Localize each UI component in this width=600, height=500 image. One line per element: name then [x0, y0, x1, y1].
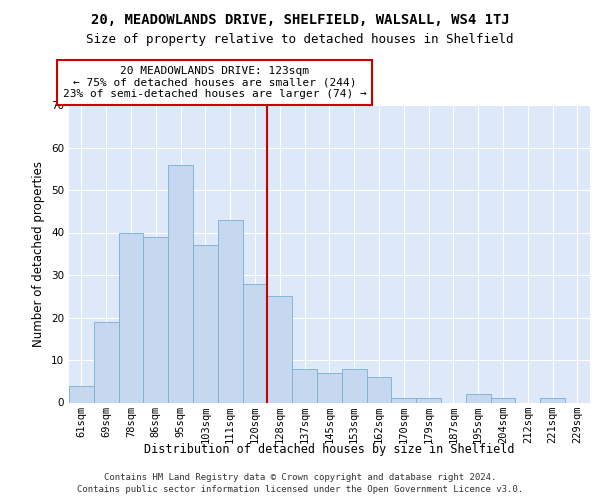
- Bar: [317, 373, 342, 402]
- Bar: [416, 398, 441, 402]
- Bar: [491, 398, 515, 402]
- Bar: [391, 398, 416, 402]
- Text: Size of property relative to detached houses in Shelfield: Size of property relative to detached ho…: [86, 32, 514, 46]
- Text: Distribution of detached houses by size in Shelfield: Distribution of detached houses by size …: [144, 442, 515, 456]
- Bar: [268, 296, 292, 403]
- Bar: [242, 284, 268, 403]
- Text: Contains HM Land Registry data © Crown copyright and database right 2024.: Contains HM Land Registry data © Crown c…: [104, 472, 496, 482]
- Bar: [94, 322, 119, 402]
- Text: 20, MEADOWLANDS DRIVE, SHELFIELD, WALSALL, WS4 1TJ: 20, MEADOWLANDS DRIVE, SHELFIELD, WALSAL…: [91, 12, 509, 26]
- Y-axis label: Number of detached properties: Number of detached properties: [32, 161, 46, 347]
- Bar: [367, 377, 391, 402]
- Bar: [466, 394, 491, 402]
- Bar: [193, 245, 218, 402]
- Bar: [540, 398, 565, 402]
- Bar: [292, 368, 317, 402]
- Bar: [143, 237, 168, 402]
- Bar: [69, 386, 94, 402]
- Text: Contains public sector information licensed under the Open Government Licence v3: Contains public sector information licen…: [77, 485, 523, 494]
- Bar: [218, 220, 242, 402]
- Bar: [168, 164, 193, 402]
- Bar: [119, 232, 143, 402]
- Text: 20 MEADOWLANDS DRIVE: 123sqm
← 75% of detached houses are smaller (244)
23% of s: 20 MEADOWLANDS DRIVE: 123sqm ← 75% of de…: [63, 66, 367, 99]
- Bar: [342, 368, 367, 402]
